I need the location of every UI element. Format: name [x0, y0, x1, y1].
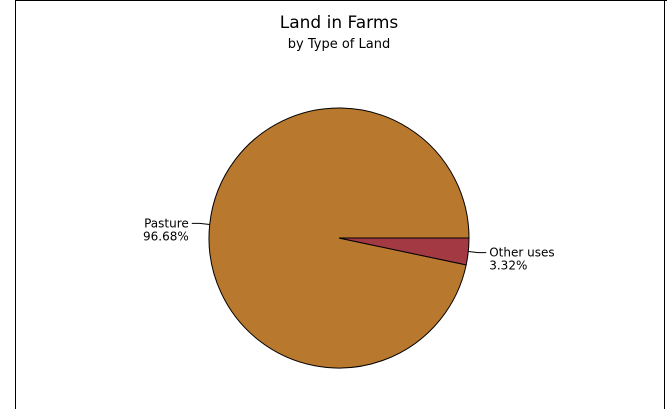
leader-line [468, 251, 487, 254]
slice-percent-label: 3.32% [489, 259, 527, 273]
leader-line [191, 222, 210, 225]
slice-label: Pasture [144, 216, 189, 230]
chart-title: Land in Farms [280, 13, 399, 33]
slice-percent-label: 96.68% [143, 229, 189, 243]
chart-subtitle: by Type of Land [288, 37, 390, 52]
pie-slices [208, 107, 470, 369]
slice-label: Other uses [489, 246, 554, 260]
